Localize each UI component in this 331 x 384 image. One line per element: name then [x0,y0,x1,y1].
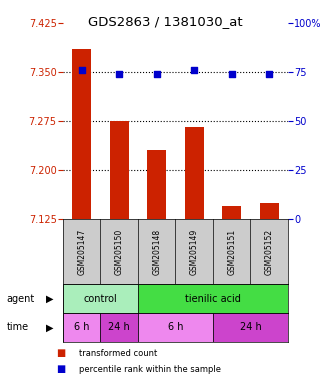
Bar [213,313,288,342]
Text: ▶: ▶ [46,293,53,304]
Text: 6 h: 6 h [168,322,183,333]
Text: GSM205147: GSM205147 [77,228,86,275]
Text: percentile rank within the sample: percentile rank within the sample [79,365,221,374]
Bar [138,284,288,313]
Bar [222,206,241,219]
Point [229,71,234,77]
Point [79,67,84,73]
Text: 24 h: 24 h [108,322,130,333]
Bar [72,49,91,219]
Point [266,71,272,77]
Text: ■: ■ [56,364,66,374]
Text: GSM205152: GSM205152 [265,228,274,275]
Bar [110,121,128,219]
Bar [63,284,138,313]
Text: GSM205150: GSM205150 [115,228,124,275]
Text: GDS2863 / 1381030_at: GDS2863 / 1381030_at [88,15,243,28]
Text: GSM205149: GSM205149 [190,228,199,275]
Text: time: time [7,322,29,333]
Text: agent: agent [7,293,35,304]
Point [192,67,197,73]
Text: GSM205148: GSM205148 [152,228,161,275]
Point [117,71,122,77]
Text: ▶: ▶ [46,322,53,333]
Bar [185,127,204,219]
Text: tienilic acid: tienilic acid [185,293,241,304]
Bar [147,150,166,219]
Text: 24 h: 24 h [240,322,261,333]
Point [154,71,159,77]
Text: control: control [83,293,117,304]
Bar [138,313,213,342]
Bar [260,202,279,219]
Text: GSM205151: GSM205151 [227,228,236,275]
Bar [100,313,138,342]
Text: transformed count: transformed count [79,349,158,358]
Bar [63,313,100,342]
Text: ■: ■ [56,348,66,358]
Text: 6 h: 6 h [74,322,89,333]
